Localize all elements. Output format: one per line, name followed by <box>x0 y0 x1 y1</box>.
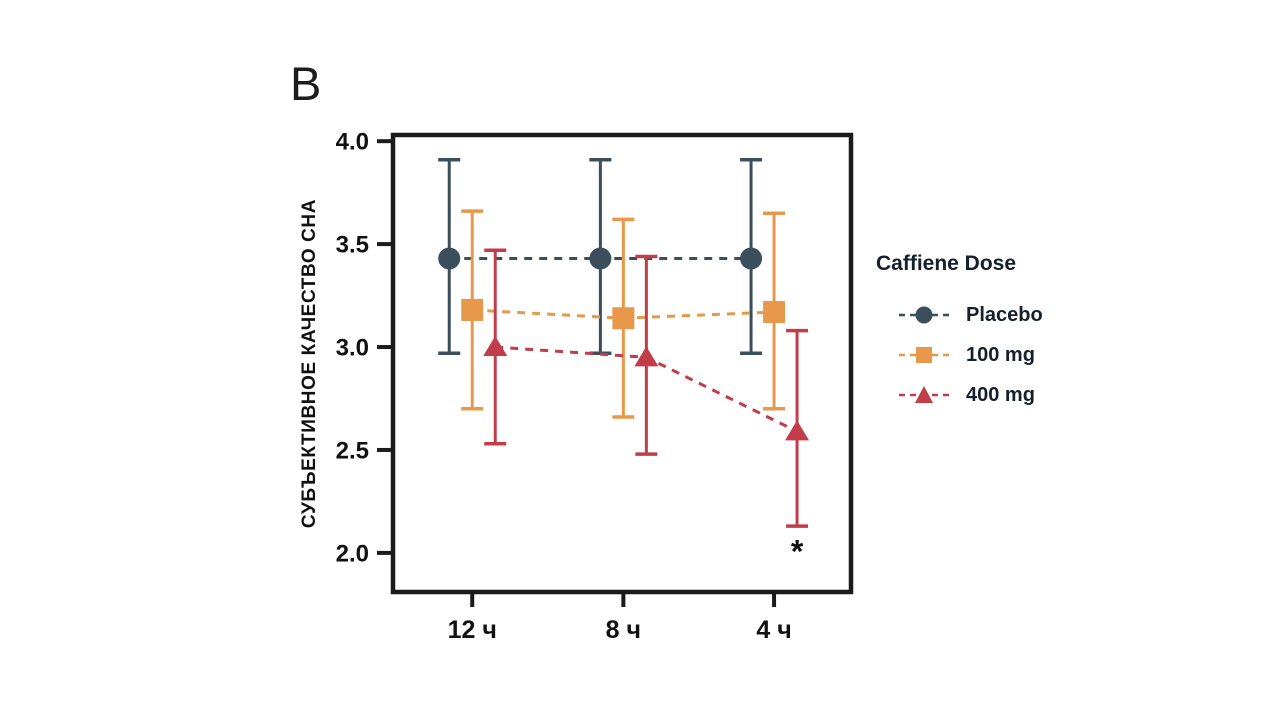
legend-item-label: 400 mg <box>966 383 1035 406</box>
significance-asterisk: * <box>791 534 804 570</box>
legend-item-label: Placebo <box>966 303 1043 326</box>
marker-circle <box>589 247 612 270</box>
legend-item-placebo: Placebo <box>898 304 1043 326</box>
y-axis-tick-label: 4.0 <box>336 129 369 156</box>
100-mg-marker-icon <box>899 347 949 363</box>
legend-item-400-mg: 400 mg <box>898 384 1043 406</box>
panel-label: B <box>290 57 322 110</box>
marker-circle <box>438 247 461 270</box>
x-axis-tick-label: 4 ч <box>756 616 791 644</box>
legend-item-100-mg: 100 mg <box>898 344 1043 366</box>
legend-marker <box>916 347 932 363</box>
marker-square <box>612 307 635 330</box>
y-axis-tick-label: 2.5 <box>336 437 369 464</box>
plot-frame <box>390 132 854 595</box>
marker-circle <box>740 247 763 270</box>
marker-triangle <box>785 420 810 441</box>
placebo-marker-icon <box>899 306 949 324</box>
y-axis-tick-label: 2.0 <box>336 540 369 567</box>
chart-legend: Caffiene Dose Placebo 100 mg 400 mg <box>876 252 1043 424</box>
series-placebo <box>438 157 763 355</box>
marker-triangle <box>483 336 508 357</box>
y-axis-tick-label: 3.0 <box>336 335 369 362</box>
marker-square <box>461 298 484 321</box>
marker-triangle <box>634 346 659 367</box>
legend-item-label: 100 mg <box>966 343 1035 366</box>
x-axis-tick-label: 12 ч <box>448 616 497 644</box>
series-400-mg <box>483 248 810 528</box>
400-mg-marker-icon <box>899 386 949 403</box>
series-100-mg <box>461 209 786 419</box>
x-axis-tick-label: 8 ч <box>606 616 641 644</box>
y-axis-tick-label: 3.5 <box>336 232 369 259</box>
legend-title: Caffiene Dose <box>876 252 1017 275</box>
legend-marker <box>915 386 933 403</box>
marker-square <box>763 301 786 324</box>
legend-marker <box>915 306 933 324</box>
legend-items: Placebo 100 mg 400 mg <box>876 304 1043 406</box>
y-axis-title: СУБЪЕКТИВНОЕ КАЧЕСТВО СНА <box>299 199 320 528</box>
